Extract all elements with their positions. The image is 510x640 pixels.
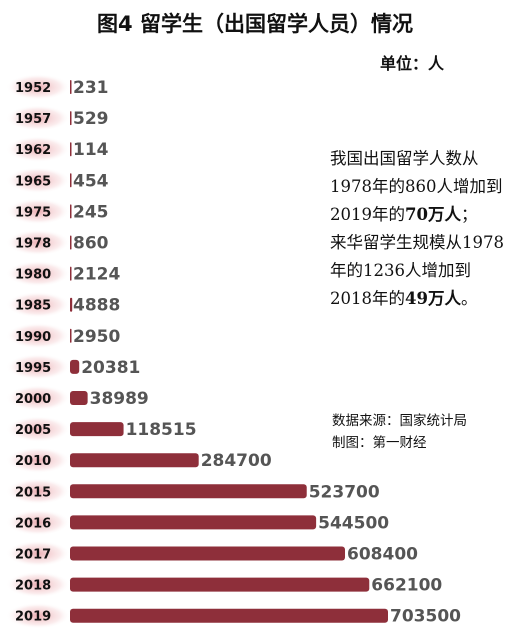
year-label: 1995 bbox=[15, 361, 51, 376]
bar bbox=[70, 173, 72, 188]
note-line1-bold: 70万人 bbox=[405, 205, 461, 224]
value-label: 2950 bbox=[73, 327, 120, 347]
year-glow bbox=[6, 291, 70, 318]
source-block: 数据来源：国家统计局 制图：第一财经 bbox=[332, 410, 467, 454]
bar bbox=[70, 204, 72, 219]
value-label: 245 bbox=[73, 202, 109, 222]
year-glow bbox=[6, 602, 70, 629]
year-label: 1957 bbox=[15, 112, 51, 127]
year-glow bbox=[6, 198, 70, 225]
year-glow bbox=[6, 571, 70, 598]
year-label: 2019 bbox=[15, 610, 51, 625]
year-label: 2000 bbox=[15, 392, 51, 407]
data-source: 数据来源：国家统计局 bbox=[332, 413, 467, 429]
value-label: 454 bbox=[73, 171, 109, 191]
bar bbox=[70, 235, 72, 250]
value-label: 662100 bbox=[371, 576, 442, 596]
bar bbox=[70, 608, 388, 623]
year-glow bbox=[6, 416, 70, 443]
year-glow bbox=[6, 322, 70, 349]
bar bbox=[70, 266, 72, 281]
year-glow bbox=[6, 167, 70, 194]
value-label: 529 bbox=[73, 109, 109, 129]
value-label: 860 bbox=[73, 234, 109, 254]
value-label: 523700 bbox=[309, 482, 380, 502]
value-label: 4888 bbox=[73, 296, 120, 316]
note-line2-end: 。 bbox=[460, 289, 478, 308]
year-glow bbox=[6, 540, 70, 567]
value-label: 544500 bbox=[318, 513, 389, 533]
year-label: 2017 bbox=[15, 548, 51, 563]
bar bbox=[70, 484, 307, 499]
chart-title: 图4 留学生（出国留学人员）情况 bbox=[97, 12, 413, 36]
value-label: 231 bbox=[73, 78, 109, 98]
year-label: 1952 bbox=[15, 81, 51, 96]
year-glow bbox=[6, 260, 70, 287]
bar bbox=[70, 391, 88, 405]
year-glow bbox=[6, 229, 70, 256]
bars-group: 1952 231 1957 529 1962 114 1965 454 1975 245 1978 8… bbox=[6, 74, 461, 629]
year-glow bbox=[6, 353, 70, 380]
value-label: 284700 bbox=[201, 451, 272, 471]
year-label: 1975 bbox=[15, 205, 51, 220]
bar bbox=[70, 142, 72, 157]
year-label: 2015 bbox=[15, 485, 51, 500]
value-label: 38989 bbox=[90, 389, 149, 409]
year-label: 1978 bbox=[15, 237, 51, 252]
year-label: 2010 bbox=[15, 454, 51, 469]
summary-note: 我国出国留学人数从1978年的860人增加到2019年的70万人； 来华留学生规… bbox=[330, 145, 505, 313]
note-line1-text: 我国出国留学人数从1978年的860人增加到2019年的 bbox=[330, 149, 503, 224]
bar bbox=[70, 515, 317, 530]
bar bbox=[70, 80, 72, 94]
year-label: 1965 bbox=[15, 174, 51, 189]
year-glow bbox=[6, 509, 70, 536]
year-glow bbox=[6, 105, 70, 132]
bar bbox=[70, 422, 124, 437]
year-glow bbox=[6, 136, 70, 163]
value-label: 608400 bbox=[347, 545, 418, 565]
bar bbox=[70, 111, 72, 126]
value-label: 114 bbox=[73, 140, 109, 160]
year-label: 2018 bbox=[15, 579, 51, 594]
value-label: 703500 bbox=[390, 607, 461, 627]
bar bbox=[70, 328, 72, 343]
year-label: 2005 bbox=[15, 423, 51, 438]
chart-credit: 制图：第一财经 bbox=[332, 435, 427, 451]
year-glow bbox=[6, 447, 70, 474]
bar bbox=[70, 577, 370, 592]
bar bbox=[70, 546, 346, 561]
note-line1-end: ； bbox=[460, 205, 478, 224]
year-label: 1980 bbox=[15, 268, 51, 283]
note-line2-bold: 49万人 bbox=[405, 289, 461, 308]
value-label: 20381 bbox=[81, 358, 140, 378]
year-label: 1990 bbox=[15, 330, 51, 345]
bar bbox=[70, 297, 73, 312]
bar bbox=[70, 453, 199, 468]
value-label: 2124 bbox=[73, 265, 120, 285]
year-glow bbox=[6, 74, 70, 100]
unit-label: 单位：人 bbox=[380, 54, 445, 73]
year-glow bbox=[6, 478, 70, 505]
year-label: 1985 bbox=[15, 299, 51, 314]
year-label: 2016 bbox=[15, 516, 51, 531]
year-label: 1962 bbox=[15, 143, 51, 158]
year-glow bbox=[6, 385, 70, 411]
bar bbox=[70, 359, 80, 374]
value-label: 118515 bbox=[126, 420, 197, 440]
note-line2-text: 来华留学生规模从1978年的1236人增加到2018年的 bbox=[330, 233, 504, 308]
